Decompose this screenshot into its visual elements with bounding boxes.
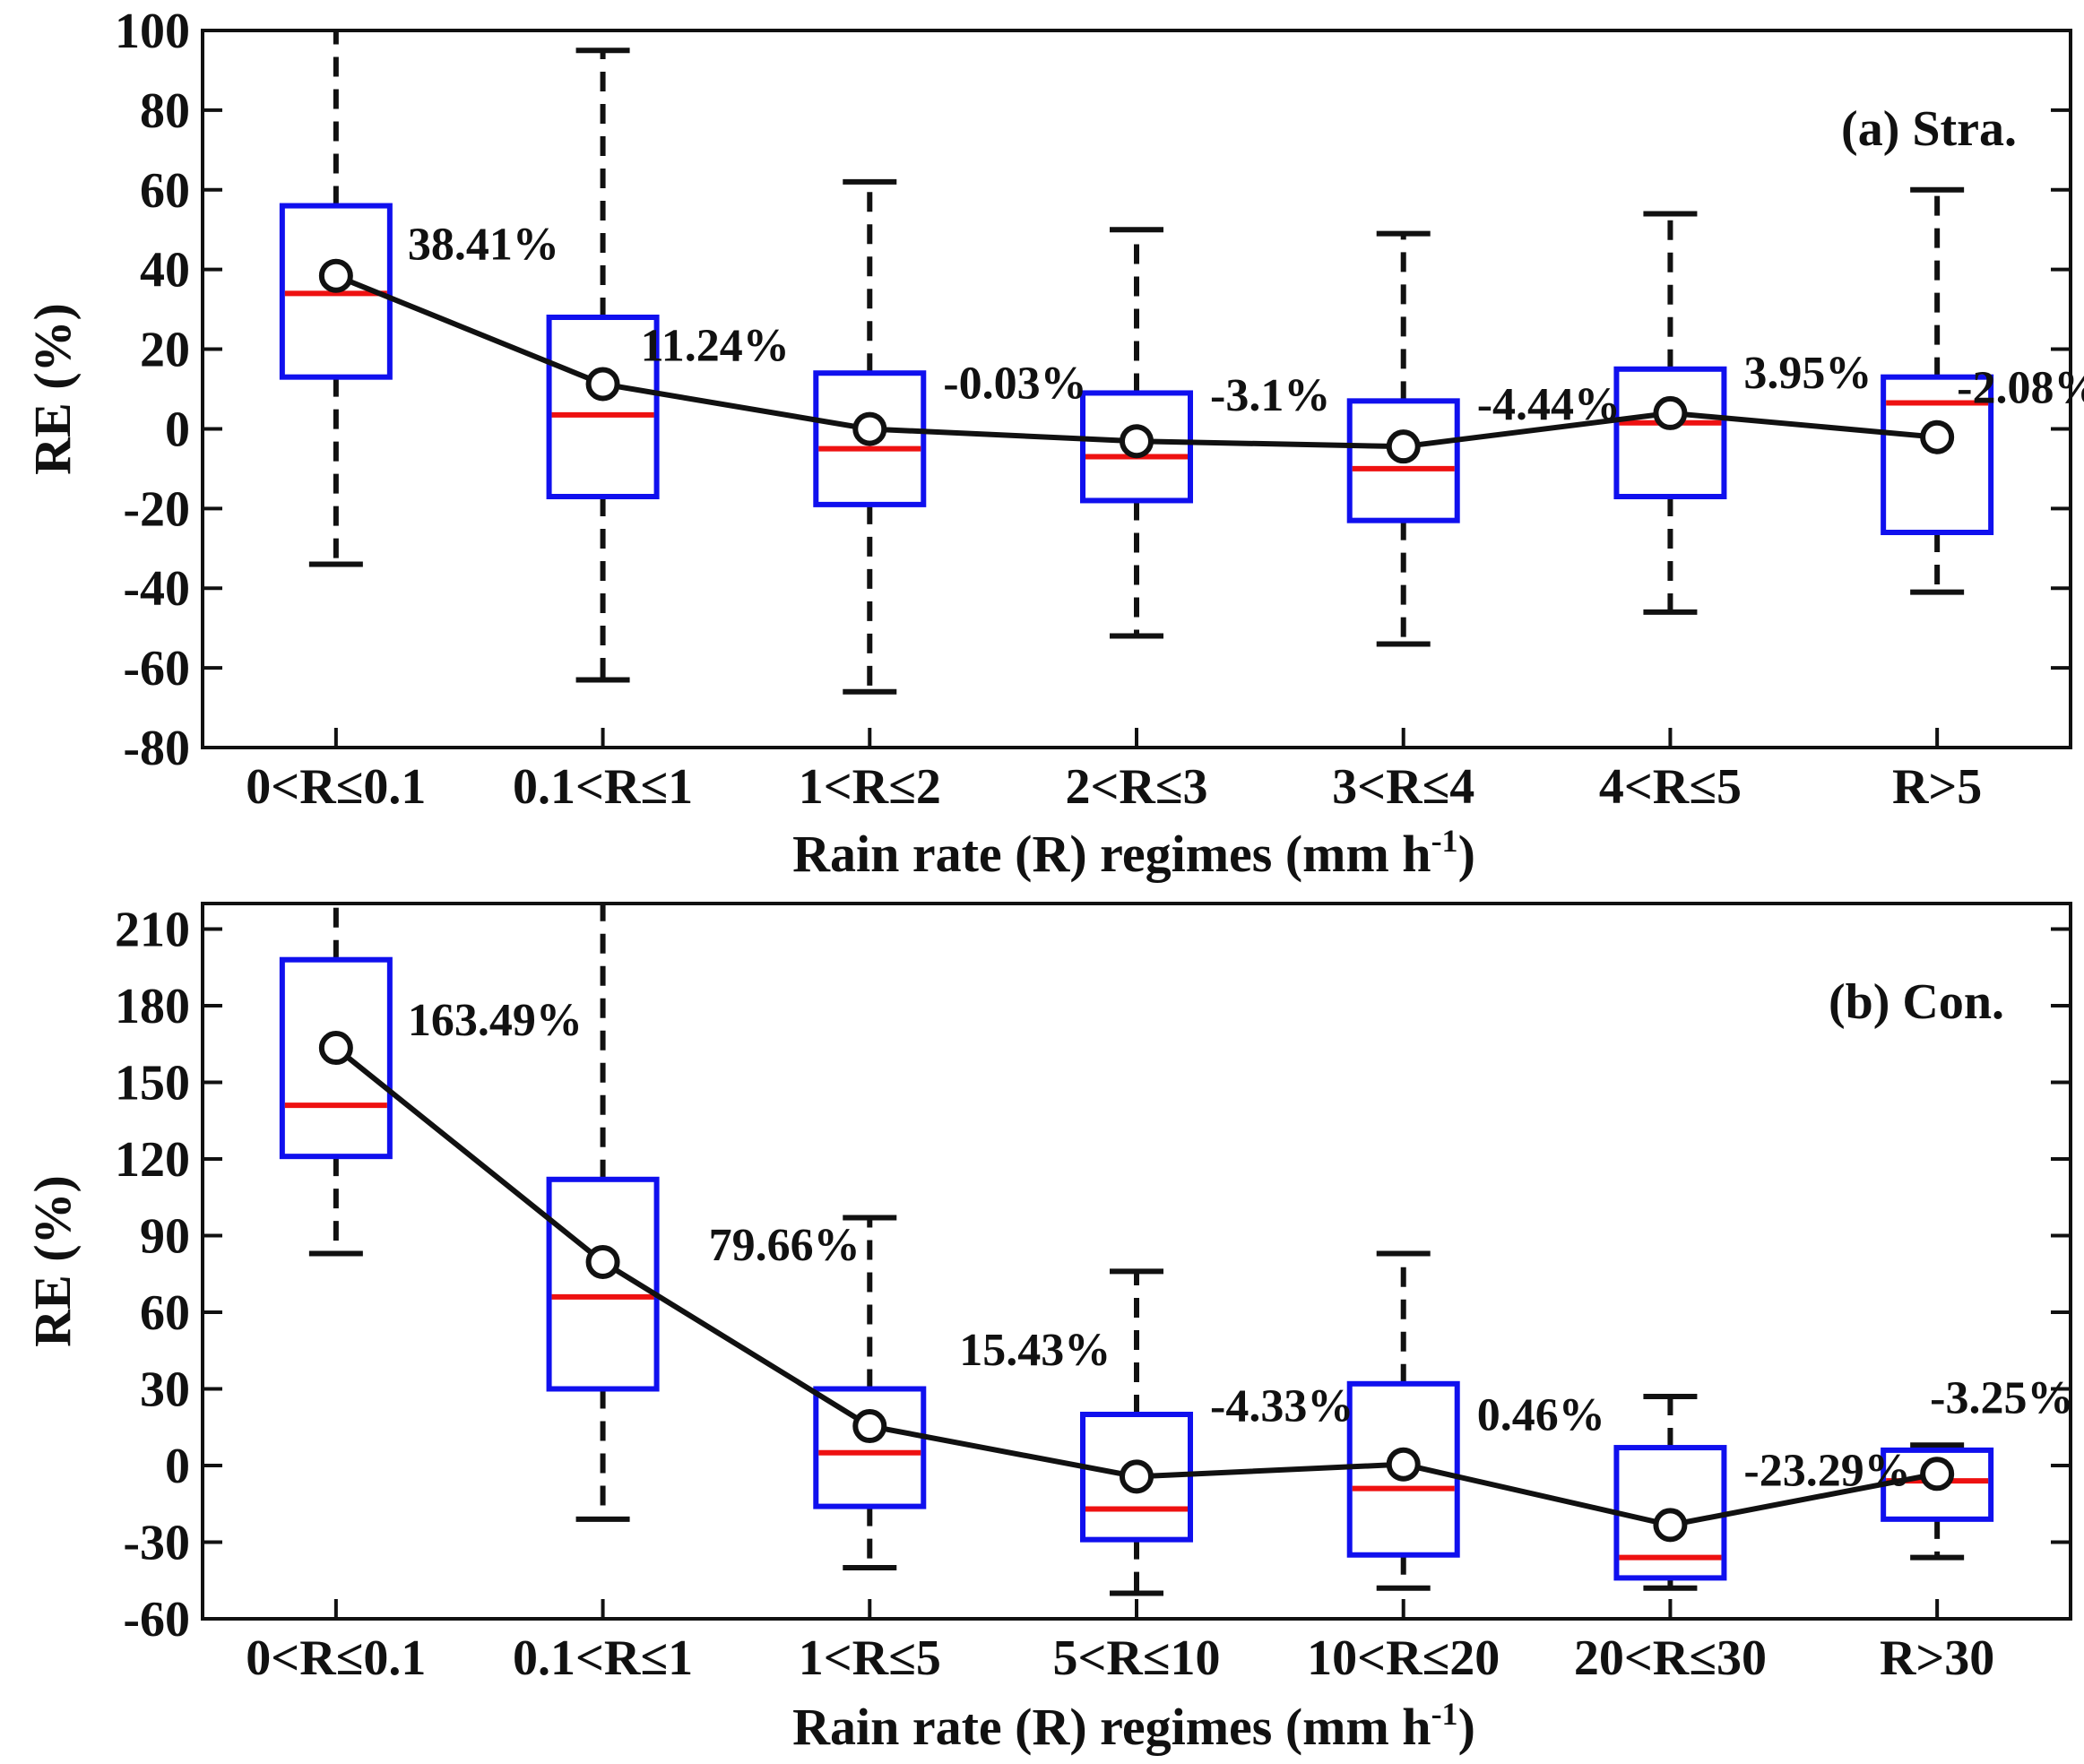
mean-value-label: -23.29% [1743,1445,1910,1496]
mean-marker [852,411,887,446]
box-iqr [546,315,660,499]
panel-b-y-tick-label: 30 [140,1362,190,1418]
mean-value-label: 163.49% [408,995,583,1046]
category-label: 3<R≤4 [1332,759,1474,815]
panel-b-categories: 0<R≤0.1 0.1<R≤1 1<R≤5 5<R≤10 10<R≤20 20<R≤30 R… [246,1599,1994,1686]
mean-value-label: -3.1% [1210,370,1330,421]
panel-b-y-axis-title: RE (%) [23,1175,82,1347]
mean-marker [1920,419,1955,454]
mean-marker [852,1409,887,1444]
category-label: 1<R≤2 [799,759,941,815]
category-label: 10<R≤20 [1307,1630,1500,1686]
mean-value-label: -4.33% [1210,1380,1353,1431]
mean-value-label: -0.03% [943,359,1086,410]
mean-value-label: 0.46% [1477,1390,1605,1441]
category-label: 0.1<R≤1 [513,759,693,815]
panel-a-categories: 0<R≤0.1 0.1<R≤1 1<R≤2 2<R≤3 3<R≤4 4<R≤5 R>5 [246,728,1982,815]
mean-value-label: -2.08% [1957,363,2084,414]
panel-a-y-ticks: -80 -60 -40 -20 0 20 40 60 80 100 [115,4,2071,776]
mean-marker [1120,424,1154,459]
panel-b-y-tick-label: 90 [140,1209,190,1265]
mean-value-label: 11.24% [641,320,790,371]
box-iqr [1613,366,1727,499]
panel-a-tag: (a) Stra. [1841,101,2017,157]
box-iqr [546,1176,660,1392]
panel-a-y-axis-title: RE (%) [23,303,82,475]
category-label: 5<R≤10 [1052,1630,1220,1686]
mean-marker [1386,1447,1421,1482]
panel-b-y-tick-label: 0 [165,1439,190,1494]
panel-a-y-tick-label: 80 [140,83,190,139]
panel-b-x-axis-title: Rain rate (R) regimes (mm h-1) [792,1696,1475,1756]
panel-b-marks: 163.49% 79.66% 15.43% -4.33% 0.46% -23.29% -3.… [279,904,2073,1596]
panel-a: -80 -60 -40 -20 0 20 40 60 80 100 38.41% 11.24% -0.… [23,4,2084,883]
category-label: 4<R≤5 [1599,759,1742,815]
mean-marker [585,367,620,402]
category-label: 0<R≤0.1 [246,1630,426,1686]
panel-a-y-tick-label: -60 [123,641,190,696]
mean-value-label: 3.95% [1743,348,1872,399]
category-label: 1<R≤5 [799,1630,941,1686]
mean-marker [1120,1459,1154,1494]
mean-marker [1653,395,1688,430]
mean-marker [1920,1457,1955,1492]
panel-a-y-tick-label: -80 [123,721,190,776]
panel-b-y-tick-label: 180 [115,979,190,1034]
panel-b-y-tick-label: -30 [123,1516,190,1571]
category-label: 0.1<R≤1 [513,1630,693,1686]
mean-marker [318,1031,353,1066]
panel-b-y-tick-label: 120 [115,1132,190,1188]
panel-b-y-tick-label: -60 [123,1592,190,1647]
mean-marker [1386,429,1421,464]
panel-a-marks: 38.41% 11.24% -0.03% -3.1% -4.44% 3.95% -2.08% [279,30,2084,695]
panel-a-x-axis-title: Rain rate (R) regimes (mm h-1) [792,823,1475,883]
panel-b-y-ticks: -60 -30 0 30 60 90 120 150 180 210 [115,903,2071,1647]
category-label: R>5 [1892,759,1982,815]
panel-a-y-tick-label: 100 [115,4,190,59]
mean-marker [585,1244,620,1279]
panel-b-tag: (b) Con. [1829,974,2004,1030]
mean-value-label: 38.41% [408,220,559,271]
mean-value-label: -4.44% [1477,379,1621,430]
mean-marker [318,258,353,293]
panel-a-y-tick-label: 0 [165,402,190,457]
panel-a-y-tick-label: 60 [140,163,190,219]
panel-a-y-tick-label: -40 [123,561,190,617]
panel-b-y-tick-label: 60 [140,1285,190,1341]
mean-value-label: 79.66% [709,1220,860,1271]
mean-marker [1653,1508,1688,1543]
category-label: 0<R≤0.1 [246,759,426,815]
category-label: 20<R≤30 [1574,1630,1767,1686]
panel-a-y-tick-label: 20 [140,323,190,378]
panel-b-y-tick-label: 150 [115,1056,190,1111]
panel-a-y-tick-label: 40 [140,243,190,298]
panel-a-y-tick-label: -20 [123,481,190,537]
category-label: 2<R≤3 [1065,759,1207,815]
box-iqr [813,1386,927,1509]
mean-value-label: 15.43% [959,1325,1111,1376]
panel-b-y-tick-label: 210 [115,903,190,958]
category-label: R>30 [1880,1630,1994,1686]
mean-value-label: -3.25% [1930,1372,2073,1423]
